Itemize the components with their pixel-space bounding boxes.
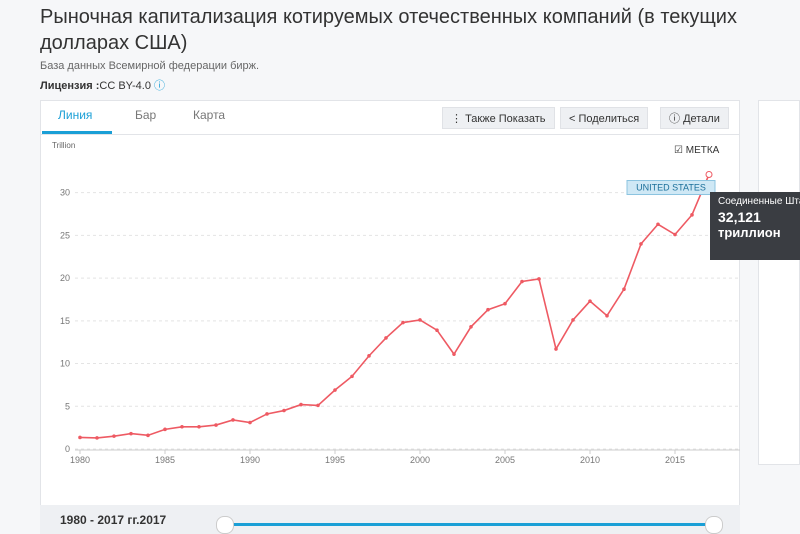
point: [639, 242, 643, 246]
line: [79, 174, 710, 439]
point: [401, 320, 405, 325]
tab[interactable]: Линия: [58, 108, 93, 122]
y-unit: Trillion: [52, 141, 76, 150]
point: [469, 325, 473, 329]
point: [605, 313, 609, 318]
x-tick-label: 1995: [325, 455, 345, 465]
license: Лицензия :CC BY-4.0 ⓘ: [40, 77, 165, 93]
point: [537, 277, 541, 281]
button[interactable]: < Поделиться: [560, 107, 649, 129]
x-tick-label: 1990: [240, 455, 260, 465]
y-tick-label: 20: [60, 273, 70, 283]
point: [180, 424, 184, 429]
license-label: Лицензия :: [40, 80, 100, 92]
tooltip-value: 32,121: [718, 209, 761, 225]
tab-divider: [40, 134, 740, 135]
point: [384, 336, 388, 340]
button-label: Детали: [683, 113, 720, 125]
side-panel: [758, 100, 800, 465]
point: [231, 418, 235, 422]
label-toggle-text: МЕТКА: [685, 145, 720, 156]
chart-panel: [40, 100, 740, 534]
y-tick-label: 15: [60, 316, 70, 326]
x-tick-label: 2015: [665, 455, 685, 465]
point: [197, 424, 201, 429]
point: [690, 213, 694, 217]
button-label: Поделиться: [578, 113, 640, 125]
point: [112, 434, 116, 438]
tooltip-unit: триллион: [718, 225, 781, 240]
slider-handle[interactable]: [216, 516, 234, 534]
point: [265, 412, 269, 416]
tab[interactable]: Карта: [193, 108, 226, 122]
point: [163, 427, 167, 432]
point: [316, 403, 320, 408]
x-tick-label: 2010: [580, 455, 600, 465]
point: [367, 354, 371, 358]
point: [350, 374, 354, 379]
x-tick-label: 2005: [495, 455, 515, 465]
button[interactable]: ⋮ Также Показать: [442, 107, 555, 129]
point: [78, 435, 82, 440]
series-tag: [626, 180, 716, 196]
range-bar: 1980 - 2017 гг.2017: [40, 505, 740, 534]
point: [588, 299, 592, 303]
range-label: 1980 - 2017 гг.2017: [60, 513, 167, 527]
point: [554, 347, 558, 351]
point: [520, 279, 524, 284]
x-tick-label: 2000: [410, 455, 430, 465]
point: [673, 232, 677, 237]
info-icon[interactable]: ⓘ: [154, 80, 165, 92]
button[interactable]: ⓘ Детали: [660, 107, 729, 129]
point: [333, 388, 337, 392]
series-name: UNITED STATES: [636, 183, 706, 193]
point: [129, 431, 133, 436]
range-slider[interactable]: [225, 523, 715, 526]
tab-underline: [42, 131, 112, 134]
tab[interactable]: Бар: [135, 108, 157, 122]
point: [705, 171, 713, 179]
button-label: Также Показать: [465, 113, 546, 125]
point: [95, 436, 99, 440]
slider-handle[interactable]: [705, 516, 723, 534]
point: [248, 420, 252, 425]
y-tick-label: 5: [65, 401, 70, 411]
source: База данных Всемирной федерации бирж.: [40, 60, 260, 72]
point: [503, 301, 507, 306]
point: [299, 402, 303, 407]
point: [214, 423, 218, 427]
y-tick-label: 0: [65, 444, 70, 454]
label-toggle[interactable]: ☑ МЕТКА: [674, 145, 720, 156]
y-tick-label: 10: [60, 359, 70, 369]
point: [622, 287, 626, 291]
tooltip: Соединенные Штаты (2017) 32,121 триллион: [710, 192, 800, 260]
point: [486, 307, 490, 312]
page-title: Рыночная капитализация котируемых отечес…: [40, 6, 737, 54]
point: [452, 352, 456, 356]
point: [282, 408, 286, 413]
tooltip-title: Соединенные Штаты (2017): [718, 196, 800, 207]
license-value: CC BY-4.0: [99, 80, 151, 92]
point: [418, 318, 422, 322]
point: [571, 318, 575, 322]
y-tick-label: 30: [60, 188, 70, 198]
point: [435, 328, 439, 333]
point: [146, 433, 150, 438]
x-tick-label: 1980: [70, 455, 90, 465]
y-tick-label: 25: [60, 230, 70, 240]
point: [656, 222, 660, 227]
chart: 0 5 10 15 20 25 30 1980 1985 1990 1995 2000 2005 2010…: [60, 171, 740, 465]
x-tick-label: 1985: [155, 455, 175, 465]
